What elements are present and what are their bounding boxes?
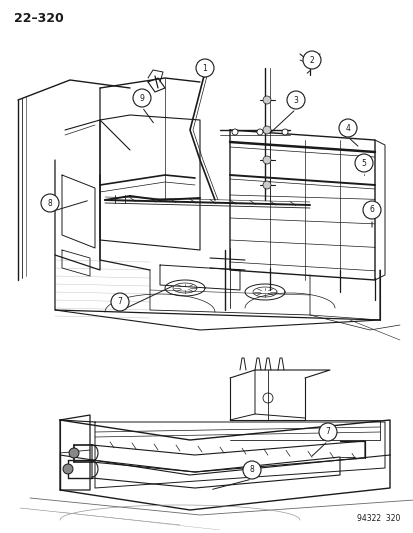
Circle shape <box>338 119 356 137</box>
Circle shape <box>286 91 304 109</box>
Text: 6: 6 <box>369 206 373 214</box>
Text: 1: 1 <box>202 63 207 72</box>
Text: 2: 2 <box>309 55 313 64</box>
Circle shape <box>262 181 271 189</box>
Text: 4: 4 <box>345 124 349 133</box>
Circle shape <box>256 129 262 135</box>
Circle shape <box>362 201 380 219</box>
Text: 7: 7 <box>117 297 122 306</box>
Circle shape <box>262 156 271 164</box>
Text: 22–320: 22–320 <box>14 12 64 25</box>
Text: 5: 5 <box>361 158 366 167</box>
Circle shape <box>354 154 372 172</box>
Circle shape <box>262 126 271 134</box>
Text: 7: 7 <box>325 427 330 437</box>
Circle shape <box>318 423 336 441</box>
Circle shape <box>41 194 59 212</box>
Text: 3: 3 <box>293 95 298 104</box>
Circle shape <box>111 293 129 311</box>
Text: 9: 9 <box>139 93 144 102</box>
Circle shape <box>231 129 237 135</box>
Circle shape <box>302 51 320 69</box>
Circle shape <box>242 461 260 479</box>
Text: 8: 8 <box>47 198 52 207</box>
Circle shape <box>281 129 287 135</box>
Circle shape <box>262 96 271 104</box>
Circle shape <box>195 59 214 77</box>
Circle shape <box>63 464 73 474</box>
Text: 8: 8 <box>249 465 254 474</box>
Circle shape <box>69 448 79 458</box>
Text: 94322  320: 94322 320 <box>356 514 399 523</box>
Circle shape <box>133 89 151 107</box>
